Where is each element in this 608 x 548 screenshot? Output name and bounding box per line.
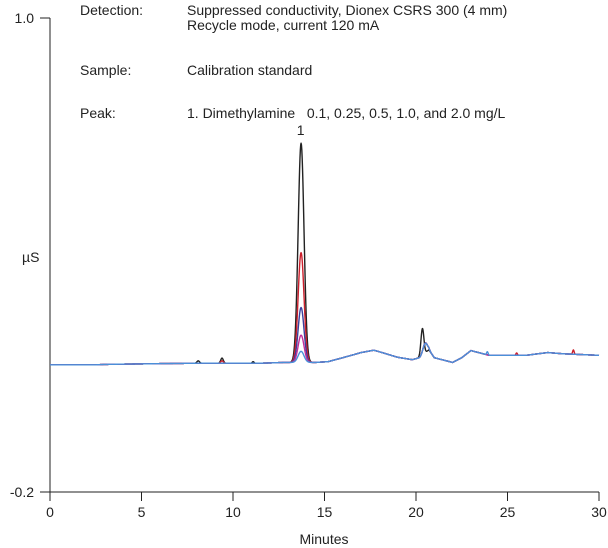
- trace-2-mg-per-l: [49, 142, 600, 366]
- trace-0-1-mg-per-l: [49, 342, 600, 366]
- sample-value: Calibration standard: [187, 62, 312, 78]
- detection-label: Detection:: [80, 2, 143, 18]
- x-tick-label-20: 20: [408, 504, 424, 520]
- traces: [49, 142, 600, 366]
- sample-label: Sample:: [80, 62, 131, 78]
- x-axis-label: Minutes: [299, 531, 348, 547]
- x-tick-label-10: 10: [225, 504, 241, 520]
- peak-annotation-label: 1: [297, 122, 305, 138]
- detection-line-1: Suppressed conductivity, Dionex CSRS 300…: [187, 2, 507, 18]
- y-axis-label: µS: [22, 249, 39, 265]
- x-tick-label-25: 25: [500, 504, 516, 520]
- x-tick-label-30: 30: [591, 504, 607, 520]
- y-tick-label-top: 1.0: [15, 10, 35, 26]
- trace-1-mg-per-l: [49, 251, 600, 366]
- peak-label: Peak:: [80, 105, 116, 121]
- detection-line-2: Recycle mode, current 120 mA: [187, 17, 380, 33]
- peak-value: 1. Dimethylamine 0.1, 0.25, 0.5, 1.0, an…: [187, 105, 506, 121]
- x-ticks: 0 5 10 15 20 25 30: [46, 492, 607, 520]
- trace-0-5-mg-per-l: [49, 306, 600, 366]
- x-tick-label-5: 5: [138, 504, 146, 520]
- conditions-block: Detection: Suppressed conductivity, Dion…: [80, 2, 507, 121]
- x-tick-label-15: 15: [317, 504, 333, 520]
- y-tick-label-bottom: -0.2: [10, 484, 34, 500]
- x-tick-label-0: 0: [46, 504, 54, 520]
- trace-0-25-mg-per-l: [49, 334, 600, 366]
